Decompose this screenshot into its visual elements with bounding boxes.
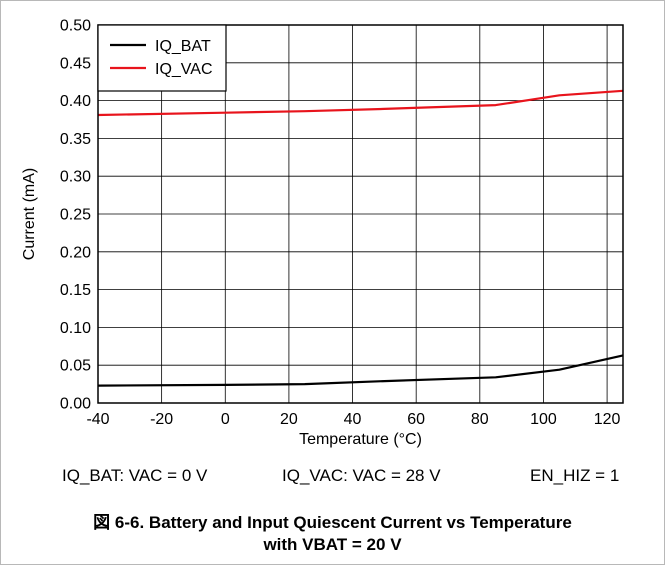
y-tick-label: 0.25 [60, 207, 91, 224]
caption-line-1: 図 6-6. Battery and Input Quiescent Curre… [93, 513, 572, 532]
y-tick-label: 0.45 [60, 55, 91, 72]
y-tick-label: 0.05 [60, 358, 91, 375]
x-tick-label: 20 [280, 411, 298, 428]
caption-line-2: with VBAT = 20 V [263, 535, 402, 554]
series-line-iq-vac [97, 89, 624, 117]
x-tick-label: 60 [407, 411, 425, 428]
plot-border [97, 24, 624, 404]
figure-caption: 図 6-6. Battery and Input Quiescent Curre… [0, 512, 665, 556]
series-lines [97, 89, 624, 387]
y-tick-label: 0.30 [60, 169, 91, 186]
series-line-iq-bat [97, 354, 624, 387]
y-tick-label: 0.15 [60, 282, 91, 299]
legend: IQ_BAT IQ_VAC [97, 24, 227, 92]
y-axis-label: Current (mA) [21, 168, 38, 260]
note-iq-bat: IQ_BAT: VAC = 0 V [62, 466, 208, 485]
y-tick-labels: 0.00 0.05 0.10 0.15 0.20 0.25 0.30 0.35 0.40 0.45… [60, 18, 91, 413]
y-tick-label: 0.35 [60, 131, 91, 148]
x-tick-label: 100 [530, 411, 557, 428]
y-tick-label: 0.20 [60, 244, 91, 261]
legend-box [97, 24, 227, 92]
note-en-hiz: EN_HIZ = 1 [530, 466, 620, 485]
note-iq-vac: IQ_VAC: VAC = 28 V [282, 466, 441, 485]
x-tick-label: 0 [221, 411, 230, 428]
x-tick-labels: -40 -20 0 20 40 60 80 100 120 [86, 411, 620, 428]
x-axis-label: Temperature (°C) [299, 431, 422, 448]
x-tick-label: 120 [594, 411, 621, 428]
y-tick-label: 0.40 [60, 93, 91, 110]
y-tick-label: 0.10 [60, 320, 91, 337]
legend-label: IQ_VAC [155, 61, 213, 78]
x-tick-label: 40 [344, 411, 362, 428]
y-tick-label: 0.50 [60, 18, 91, 35]
x-tick-label: -40 [86, 411, 109, 428]
chart: -40 -20 0 20 40 60 80 100 120 0.000.050.100.150.… [21, 18, 624, 448]
y-tick-label: 0.00 [60, 396, 91, 413]
condition-notes: IQ_BAT: VAC = 0 V IQ_VAC: VAC = 28 V EN_… [0, 466, 665, 492]
legend-label: IQ_BAT [155, 38, 211, 55]
x-tick-label: 80 [471, 411, 489, 428]
x-tick-label: -20 [150, 411, 173, 428]
